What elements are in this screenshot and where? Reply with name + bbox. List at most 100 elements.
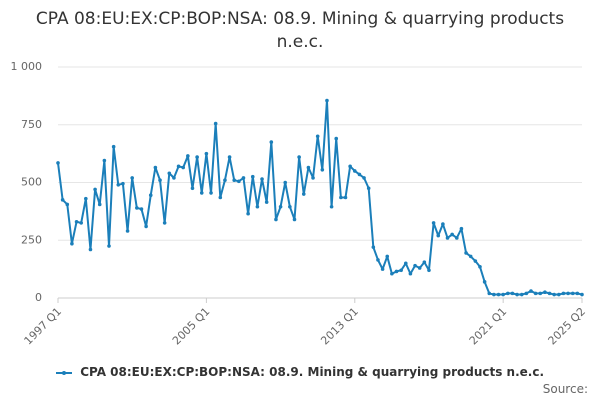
data-point[interactable] bbox=[529, 289, 533, 293]
data-point[interactable] bbox=[343, 195, 348, 200]
data-point[interactable] bbox=[380, 267, 385, 271]
data-point[interactable] bbox=[422, 260, 427, 264]
data-point[interactable] bbox=[306, 165, 311, 170]
data-point[interactable] bbox=[320, 167, 325, 172]
data-point[interactable] bbox=[394, 269, 399, 274]
data-point[interactable] bbox=[111, 144, 116, 149]
data-point[interactable] bbox=[436, 233, 441, 238]
data-point[interactable] bbox=[158, 178, 162, 182]
data-point[interactable] bbox=[533, 291, 538, 296]
data-point[interactable] bbox=[413, 263, 417, 268]
series-line[interactable] bbox=[57, 99, 583, 296]
data-point[interactable] bbox=[339, 195, 343, 200]
data-point[interactable] bbox=[552, 292, 556, 297]
data-point[interactable] bbox=[278, 204, 283, 209]
data-point[interactable] bbox=[390, 271, 394, 276]
data-point[interactable] bbox=[218, 195, 223, 200]
data-point[interactable] bbox=[357, 172, 362, 177]
data-point[interactable] bbox=[264, 200, 269, 204]
data-point[interactable] bbox=[334, 136, 339, 141]
data-point[interactable] bbox=[255, 204, 260, 209]
data-point[interactable] bbox=[445, 236, 450, 240]
data-point[interactable] bbox=[153, 165, 158, 170]
data-point[interactable] bbox=[172, 176, 176, 180]
source-credit[interactable]: Source: bbox=[542, 382, 588, 396]
data-point[interactable] bbox=[176, 164, 181, 169]
data-point[interactable] bbox=[417, 266, 422, 270]
data-point[interactable] bbox=[301, 192, 306, 196]
data-point[interactable] bbox=[547, 291, 552, 296]
data-point[interactable] bbox=[162, 221, 167, 225]
data-point[interactable] bbox=[557, 292, 561, 297]
data-point[interactable] bbox=[543, 290, 547, 295]
data-point[interactable] bbox=[288, 204, 292, 209]
data-point[interactable] bbox=[148, 193, 153, 197]
data-point[interactable] bbox=[107, 244, 111, 248]
data-point[interactable] bbox=[376, 258, 380, 262]
data-point[interactable] bbox=[403, 261, 408, 266]
data-point[interactable] bbox=[408, 271, 413, 276]
data-point[interactable] bbox=[329, 204, 334, 209]
data-point[interactable] bbox=[223, 178, 227, 182]
data-point[interactable] bbox=[213, 121, 218, 126]
data-point[interactable] bbox=[292, 217, 297, 222]
data-point[interactable] bbox=[84, 196, 88, 201]
data-point[interactable] bbox=[566, 291, 570, 296]
data-point[interactable] bbox=[478, 265, 482, 269]
data-point[interactable] bbox=[348, 164, 352, 169]
data-point[interactable] bbox=[204, 151, 209, 156]
data-point[interactable] bbox=[209, 191, 213, 195]
data-point[interactable] bbox=[130, 176, 134, 180]
data-point[interactable] bbox=[195, 155, 199, 159]
data-point[interactable] bbox=[125, 229, 130, 233]
data-point[interactable] bbox=[93, 187, 97, 192]
data-point[interactable] bbox=[135, 206, 139, 210]
data-point[interactable] bbox=[241, 176, 246, 180]
data-point[interactable] bbox=[501, 292, 505, 297]
data-point[interactable] bbox=[431, 221, 436, 225]
data-point[interactable] bbox=[482, 280, 487, 284]
data-point[interactable] bbox=[186, 154, 190, 158]
data-point[interactable] bbox=[366, 186, 371, 191]
data-point[interactable] bbox=[561, 291, 566, 296]
data-point[interactable] bbox=[315, 134, 320, 139]
legend-label[interactable]: CPA 08:EU:EX:CP:BOP:NSA: 08.9. Mining & … bbox=[80, 365, 544, 379]
data-point[interactable] bbox=[524, 291, 529, 296]
data-point[interactable] bbox=[250, 174, 255, 179]
data-point[interactable] bbox=[246, 211, 250, 216]
data-point[interactable] bbox=[88, 247, 93, 252]
data-point[interactable] bbox=[468, 254, 473, 259]
data-point[interactable] bbox=[570, 291, 575, 296]
data-point[interactable] bbox=[580, 292, 584, 297]
data-point[interactable] bbox=[575, 291, 580, 296]
data-point[interactable] bbox=[65, 202, 70, 207]
data-point[interactable] bbox=[199, 191, 204, 195]
data-point[interactable] bbox=[97, 202, 102, 207]
data-point[interactable] bbox=[311, 176, 315, 180]
data-point[interactable] bbox=[121, 181, 125, 186]
data-point[interactable] bbox=[496, 292, 501, 297]
data-point[interactable] bbox=[190, 186, 195, 191]
data-point[interactable] bbox=[60, 198, 65, 202]
data-point[interactable] bbox=[473, 259, 478, 263]
data-point[interactable] bbox=[56, 161, 60, 165]
data-point[interactable] bbox=[74, 219, 79, 224]
data-point[interactable] bbox=[269, 140, 274, 144]
data-point[interactable] bbox=[427, 268, 431, 273]
data-point[interactable] bbox=[515, 292, 519, 297]
data-point[interactable] bbox=[492, 292, 496, 297]
data-point[interactable] bbox=[506, 291, 510, 296]
data-point[interactable] bbox=[139, 207, 144, 211]
data-point[interactable] bbox=[181, 165, 185, 170]
data-point[interactable] bbox=[70, 241, 74, 246]
data-point[interactable] bbox=[283, 180, 288, 185]
data-point[interactable] bbox=[79, 221, 83, 225]
data-point[interactable] bbox=[459, 226, 464, 231]
data-point[interactable] bbox=[227, 155, 232, 159]
data-point[interactable] bbox=[464, 251, 468, 255]
data-point[interactable] bbox=[352, 169, 357, 173]
data-point[interactable] bbox=[362, 176, 366, 180]
data-point[interactable] bbox=[399, 268, 403, 273]
data-point[interactable] bbox=[116, 183, 121, 187]
data-point[interactable] bbox=[260, 177, 264, 181]
